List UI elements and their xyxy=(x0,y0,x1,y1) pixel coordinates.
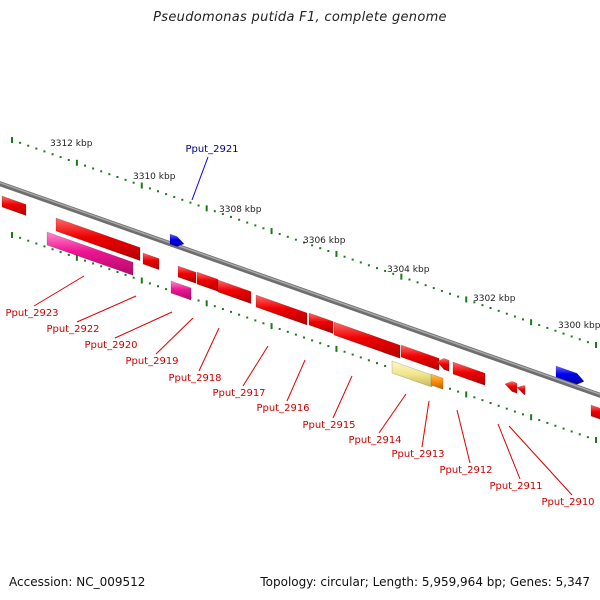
reverse-leader-line xyxy=(286,359,306,402)
genome-backbone xyxy=(0,181,600,398)
reverse-leader-line xyxy=(155,317,194,355)
reverse-gene-arrow xyxy=(516,385,526,396)
reverse-gene-arrow xyxy=(142,252,160,271)
reverse-leader-line xyxy=(456,409,471,464)
tick-label: 3310 kbp xyxy=(133,172,176,182)
pale-feature xyxy=(391,360,433,388)
reverse-gene-arrow xyxy=(255,294,308,326)
pink-feature xyxy=(46,231,134,276)
reverse-gene-arrow xyxy=(55,217,141,262)
forward-gene-arrow xyxy=(169,233,185,247)
reverse-gene-label: Pput_2919 xyxy=(125,356,178,367)
reverse-leader-line xyxy=(508,425,573,496)
reverse-gene-arrow xyxy=(504,381,518,394)
reverse-leader-line xyxy=(421,400,430,448)
reverse-leader-line xyxy=(332,375,353,419)
reverse-leader-line xyxy=(242,345,269,387)
orange-feature xyxy=(430,373,444,390)
reverse-gene-arrow xyxy=(196,271,219,292)
tick-label: 3306 kbp xyxy=(303,236,346,246)
reverse-gene-label: Pput_2923 xyxy=(5,308,58,319)
reverse-gene-label: Pput_2911 xyxy=(489,481,542,492)
reverse-gene-arrow xyxy=(217,279,252,305)
reverse-gene-arrow xyxy=(1,195,27,216)
reverse-leader-line xyxy=(198,327,220,372)
reverse-gene-arrow xyxy=(333,321,401,359)
pink-feature xyxy=(170,280,192,301)
reverse-gene-label: Pput_2910 xyxy=(541,497,594,508)
map-title: Pseudomonas putida F1, complete genome xyxy=(153,10,447,25)
reverse-leader-line xyxy=(497,423,521,480)
tick-label: 3302 kbp xyxy=(473,294,516,304)
reverse-leader-line xyxy=(114,311,173,339)
reverse-gene-arrow xyxy=(436,358,450,372)
reverse-gene-label: Pput_2922 xyxy=(46,324,99,335)
tick-label: 3300 kbp xyxy=(558,321,600,331)
tick-label: 3308 kbp xyxy=(219,205,262,215)
reverse-gene-arrow xyxy=(452,361,486,386)
reverse-gene-label: Pput_2915 xyxy=(302,420,355,431)
accession-text: Accession: NC_009512 xyxy=(9,575,146,589)
reverse-gene-label: Pput_2917 xyxy=(212,388,265,399)
genome-summary-text: Topology: circular; Length: 5,959,964 bp… xyxy=(260,575,590,589)
forward-leader-line xyxy=(191,156,209,201)
reverse-leader-line xyxy=(378,393,407,434)
reverse-leader-line xyxy=(76,295,137,323)
reverse-gene-label: Pput_2912 xyxy=(439,465,492,476)
reverse-gene-label: Pput_2916 xyxy=(256,403,309,414)
reverse-gene-label: Pput_2913 xyxy=(391,449,444,460)
reverse-gene-arrow xyxy=(177,265,197,284)
reverse-leader-line xyxy=(33,275,85,307)
reverse-gene-arrow xyxy=(308,312,334,334)
tick-label: 3312 kbp xyxy=(50,139,93,149)
genome-backbone-highlight xyxy=(0,181,600,396)
tick-label: 3304 kbp xyxy=(387,265,430,275)
reverse-gene-label: Pput_2918 xyxy=(168,373,221,384)
reverse-gene-label: Pput_2920 xyxy=(84,340,137,351)
reverse-gene-arrow xyxy=(400,344,440,371)
forward-gene-label: Pput_2921 xyxy=(185,144,238,155)
forward-gene-arrow xyxy=(555,365,585,385)
reverse-gene-label: Pput_2914 xyxy=(348,435,401,446)
reverse-gene-arrow xyxy=(590,404,600,420)
